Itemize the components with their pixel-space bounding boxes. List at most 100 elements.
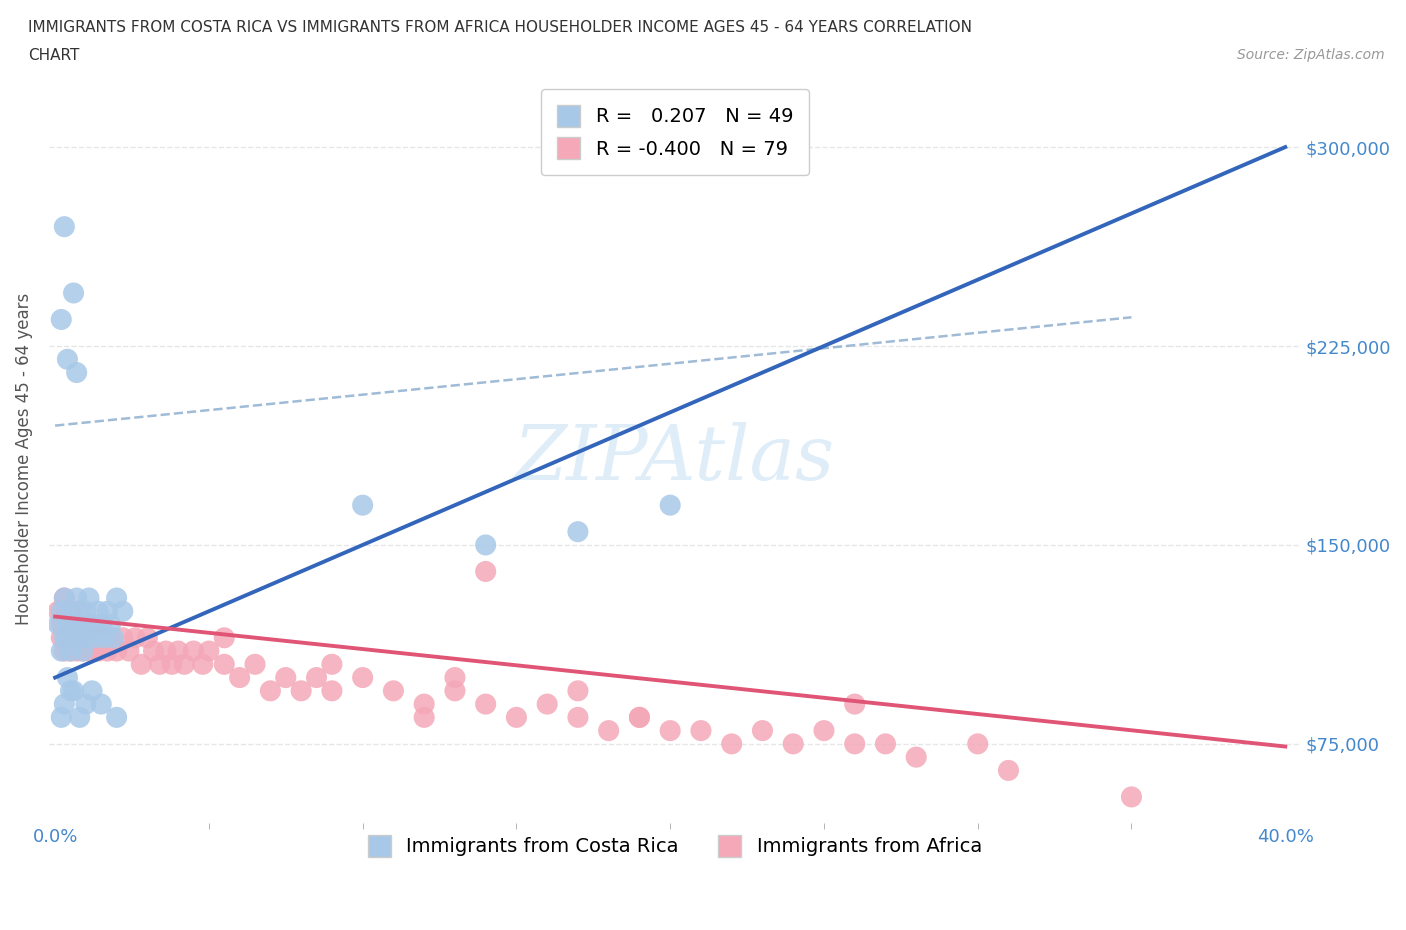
Point	[84, 631, 107, 645]
Point	[93, 631, 115, 645]
Point	[505, 710, 527, 724]
Point	[474, 538, 496, 552]
Legend: Immigrants from Costa Rica, Immigrants from Africa: Immigrants from Costa Rica, Immigrants f…	[360, 827, 990, 865]
Point	[56, 631, 79, 645]
Point	[66, 591, 89, 605]
Point	[228, 671, 250, 685]
Point	[87, 604, 110, 618]
Point	[62, 618, 84, 632]
Point	[51, 710, 73, 724]
Point	[59, 644, 82, 658]
Text: ZIPAtlas: ZIPAtlas	[515, 421, 835, 496]
Point	[53, 591, 76, 605]
Point	[966, 737, 988, 751]
Point	[628, 710, 651, 724]
Point	[59, 684, 82, 698]
Point	[77, 591, 100, 605]
Point	[51, 312, 73, 327]
Point	[720, 737, 742, 751]
Point	[567, 710, 589, 724]
Point	[321, 684, 343, 698]
Point	[214, 631, 236, 645]
Point	[51, 631, 73, 645]
Point	[90, 618, 112, 632]
Point	[46, 604, 69, 618]
Point	[69, 631, 91, 645]
Point	[46, 618, 69, 632]
Point	[149, 657, 172, 671]
Text: Source: ZipAtlas.com: Source: ZipAtlas.com	[1237, 48, 1385, 62]
Point	[53, 591, 76, 605]
Point	[352, 498, 374, 512]
Point	[844, 737, 866, 751]
Point	[136, 631, 159, 645]
Point	[72, 618, 94, 632]
Point	[93, 631, 115, 645]
Point	[66, 365, 89, 380]
Point	[105, 644, 128, 658]
Point	[413, 697, 436, 711]
Point	[382, 684, 405, 698]
Point	[160, 657, 183, 671]
Point	[66, 618, 89, 632]
Point	[56, 604, 79, 618]
Point	[191, 657, 214, 671]
Point	[875, 737, 897, 751]
Point	[69, 604, 91, 618]
Point	[352, 671, 374, 685]
Point	[997, 763, 1019, 777]
Point	[56, 671, 79, 685]
Point	[75, 697, 97, 711]
Point	[413, 710, 436, 724]
Point	[53, 644, 76, 658]
Y-axis label: Householder Income Ages 45 - 64 years: Householder Income Ages 45 - 64 years	[15, 293, 32, 625]
Point	[80, 684, 103, 698]
Point	[80, 618, 103, 632]
Point	[66, 644, 89, 658]
Point	[62, 684, 84, 698]
Point	[75, 604, 97, 618]
Point	[105, 710, 128, 724]
Point	[53, 697, 76, 711]
Point	[243, 657, 266, 671]
Point	[56, 618, 79, 632]
Point	[66, 618, 89, 632]
Point	[96, 644, 118, 658]
Point	[305, 671, 328, 685]
Point	[751, 724, 773, 738]
Point	[173, 657, 195, 671]
Point	[59, 604, 82, 618]
Point	[214, 657, 236, 671]
Point	[129, 657, 152, 671]
Point	[59, 644, 82, 658]
Point	[274, 671, 297, 685]
Point	[87, 644, 110, 658]
Point	[474, 564, 496, 578]
Point	[51, 644, 73, 658]
Point	[62, 604, 84, 618]
Point	[111, 631, 134, 645]
Point	[659, 724, 682, 738]
Point	[198, 644, 221, 658]
Point	[690, 724, 713, 738]
Point	[80, 618, 103, 632]
Point	[90, 618, 112, 632]
Point	[183, 644, 205, 658]
Point	[321, 657, 343, 671]
Point	[56, 631, 79, 645]
Point	[474, 697, 496, 711]
Point	[167, 644, 190, 658]
Point	[59, 618, 82, 632]
Point	[62, 631, 84, 645]
Point	[75, 631, 97, 645]
Point	[69, 710, 91, 724]
Point	[118, 644, 141, 658]
Point	[51, 618, 73, 632]
Point	[100, 631, 122, 645]
Point	[62, 286, 84, 300]
Point	[444, 671, 467, 685]
Point	[155, 644, 177, 658]
Point	[75, 631, 97, 645]
Point	[290, 684, 312, 698]
Point	[813, 724, 835, 738]
